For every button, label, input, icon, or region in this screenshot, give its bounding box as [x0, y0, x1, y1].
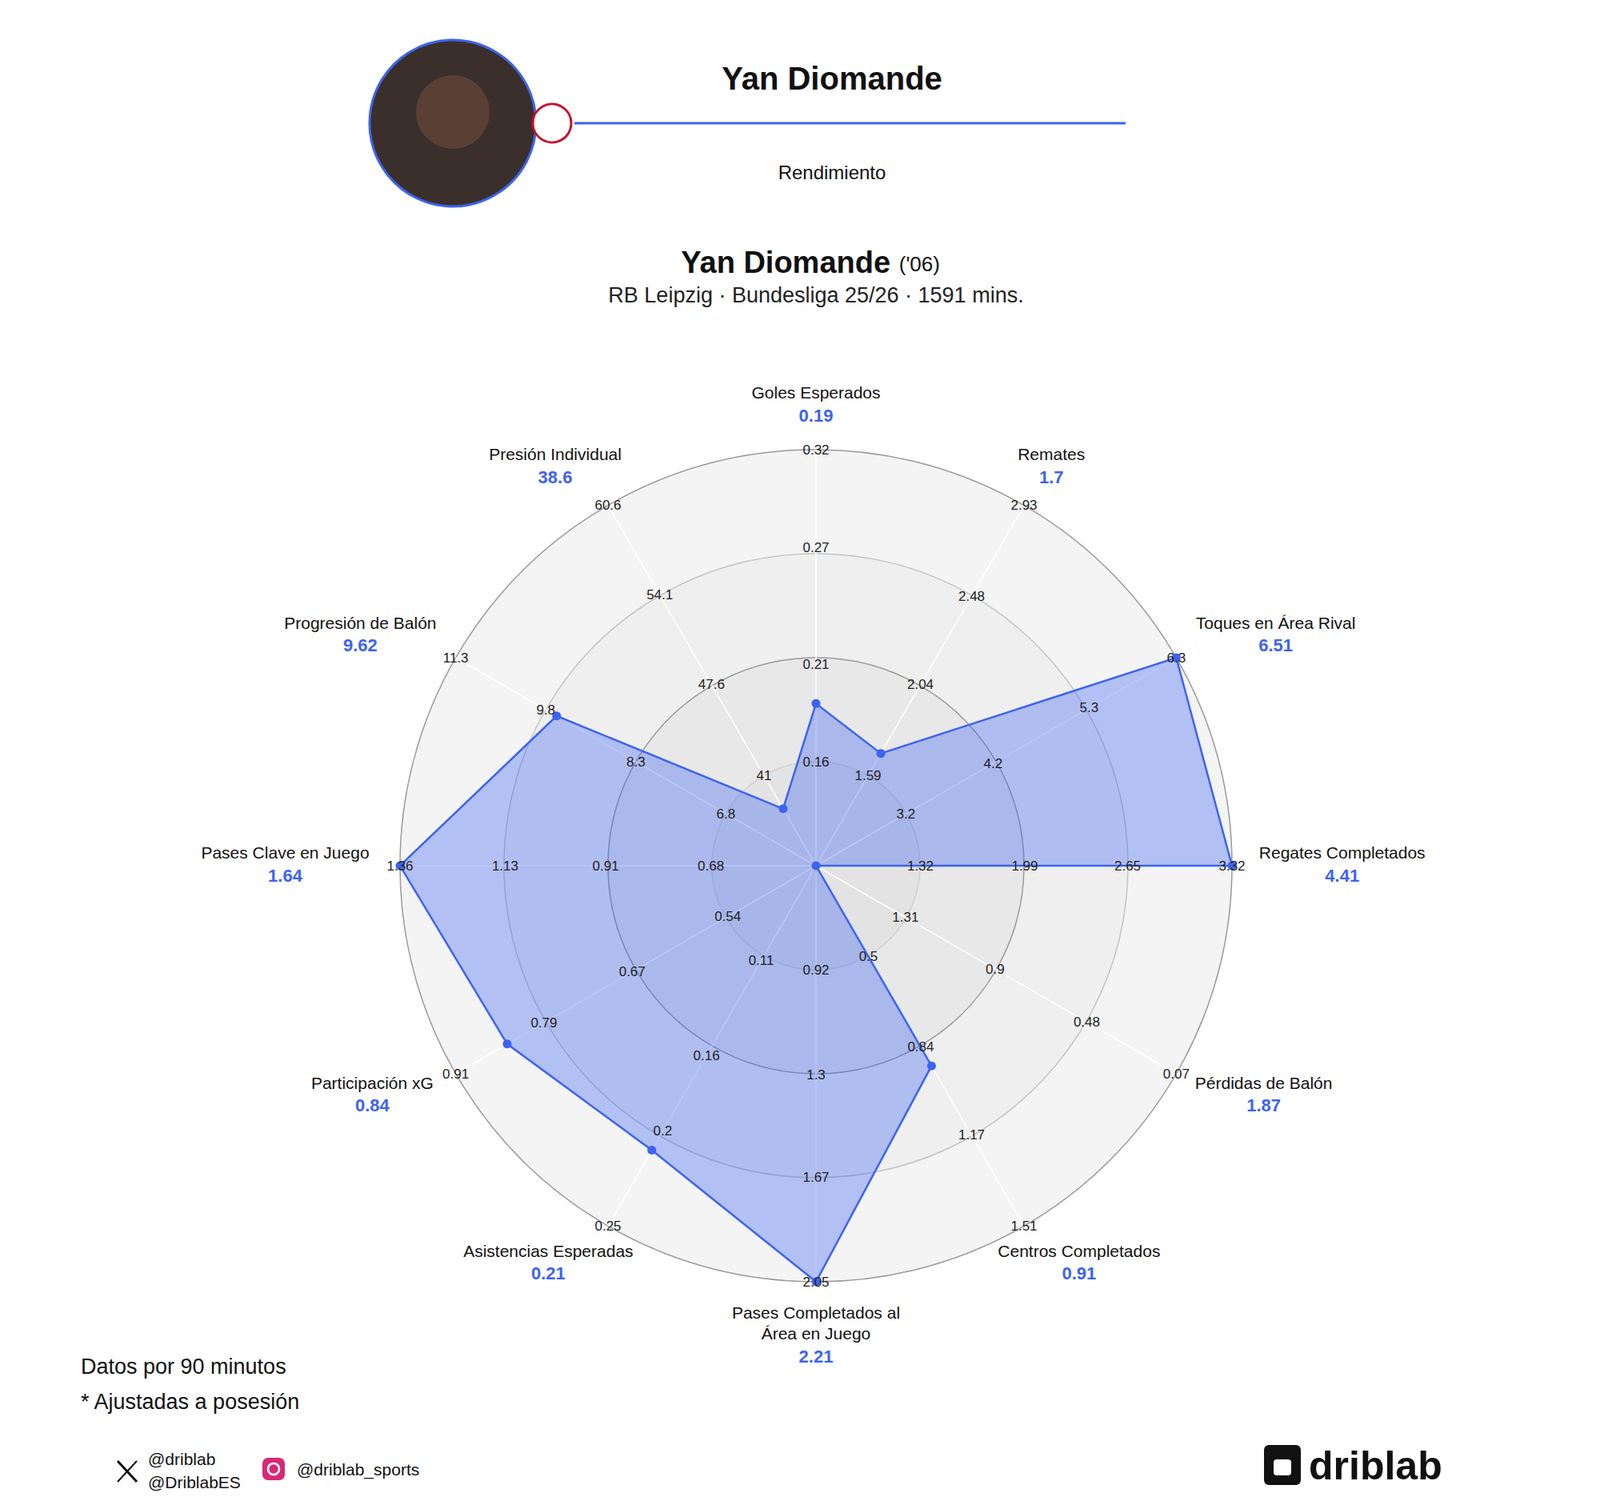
svg-text:1.36: 1.36 [386, 858, 413, 874]
svg-text:0.92: 0.92 [802, 962, 829, 978]
svg-text:1.17: 1.17 [958, 1127, 985, 1143]
svg-text:6.8: 6.8 [716, 806, 736, 822]
svg-text:Yan Diomande: Yan Diomande [680, 245, 891, 280]
svg-text:9.62: 9.62 [343, 635, 378, 656]
svg-text:0.9: 0.9 [985, 961, 1005, 977]
svg-text:0.32: 0.32 [802, 442, 829, 458]
svg-text:60.6: 60.6 [594, 497, 621, 513]
svg-text:('06): ('06) [899, 252, 940, 276]
svg-text:0.07: 0.07 [1163, 1066, 1190, 1082]
svg-text:Área en Juego: Área en Juego [761, 1324, 872, 1343]
svg-text:Rendimiento: Rendimiento [778, 161, 887, 184]
svg-text:0.2: 0.2 [653, 1123, 673, 1139]
svg-text:8.3: 8.3 [626, 754, 646, 770]
svg-text:1.51: 1.51 [1010, 1218, 1037, 1234]
svg-text:0.25: 0.25 [594, 1218, 621, 1234]
svg-text:0.79: 0.79 [530, 1015, 557, 1031]
svg-text:Pases Completados al: Pases Completados al [732, 1303, 900, 1322]
svg-text:1.87: 1.87 [1246, 1095, 1281, 1116]
svg-text:6.51: 6.51 [1258, 635, 1293, 656]
svg-text:Presión Individual: Presión Individual [488, 444, 622, 464]
svg-text:1.7: 1.7 [1039, 467, 1064, 488]
svg-text:1.99: 1.99 [1011, 858, 1038, 874]
svg-text:11.3: 11.3 [443, 650, 469, 666]
svg-text:Regates Completados: Regates Completados [1259, 843, 1426, 862]
svg-text:@driblab: @driblab [148, 1449, 216, 1468]
svg-text:1.67: 1.67 [802, 1169, 829, 1185]
svg-text:2.93: 2.93 [1010, 497, 1037, 513]
svg-text:1.32: 1.32 [907, 858, 934, 874]
svg-text:0.11: 0.11 [748, 952, 775, 968]
svg-text:0.5: 0.5 [859, 948, 879, 964]
svg-text:Toques en Área Rival: Toques en Área Rival [1196, 613, 1356, 632]
svg-text:Yan Diomande: Yan Diomande [721, 60, 943, 96]
svg-text:0.21: 0.21 [802, 656, 829, 672]
svg-text:0.16: 0.16 [693, 1048, 720, 1064]
svg-text:0.91: 0.91 [592, 858, 620, 874]
svg-text:0.21: 0.21 [531, 1263, 566, 1284]
svg-text:Goles Esperados: Goles Esperados [751, 383, 880, 402]
svg-text:1.64: 1.64 [268, 865, 304, 886]
svg-text:3.32: 3.32 [1218, 858, 1245, 874]
svg-text:2.04: 2.04 [907, 676, 934, 692]
svg-text:0.19: 0.19 [799, 405, 834, 426]
svg-text:4.2: 4.2 [984, 756, 1004, 772]
svg-text:4.41: 4.41 [1324, 865, 1360, 886]
svg-text:41: 41 [756, 768, 772, 784]
svg-text:2.65: 2.65 [1114, 858, 1141, 874]
svg-text:9.8: 9.8 [536, 702, 556, 718]
svg-text:0.27: 0.27 [802, 540, 829, 556]
svg-text:2.05: 2.05 [802, 1274, 829, 1290]
svg-text:5.3: 5.3 [1079, 700, 1099, 716]
svg-text:@DriblabES: @DriblabES [148, 1472, 241, 1492]
svg-text:1.3: 1.3 [806, 1067, 826, 1083]
svg-text:0.84: 0.84 [355, 1095, 391, 1116]
svg-text:0.84: 0.84 [907, 1039, 934, 1055]
svg-text:1.31: 1.31 [892, 909, 919, 925]
svg-text:2.21: 2.21 [799, 1346, 834, 1367]
svg-text:Remates: Remates [1017, 444, 1085, 464]
svg-text:3.2: 3.2 [896, 806, 916, 822]
svg-text:0.67: 0.67 [619, 964, 646, 980]
svg-text:Pérdidas de Balón: Pérdidas de Balón [1195, 1073, 1333, 1092]
svg-text:1.13: 1.13 [492, 858, 519, 874]
svg-text:Centros Completados: Centros Completados [997, 1241, 1160, 1260]
svg-text:Asistencias Esperadas: Asistencias Esperadas [463, 1241, 633, 1260]
svg-text:* Ajustadas a posesión: * Ajustadas a posesión [80, 1389, 300, 1414]
svg-text:RB Leipzig · Bundesliga 25/26: RB Leipzig · Bundesliga 25/26 · 1591 min… [608, 283, 1024, 308]
svg-text:0.91: 0.91 [1061, 1263, 1096, 1284]
svg-text:driblab: driblab [1308, 1443, 1443, 1488]
svg-text:Participación xG: Participación xG [311, 1073, 434, 1092]
svg-text:2.48: 2.48 [958, 588, 985, 604]
svg-text:@driblab_sports: @driblab_sports [296, 1460, 420, 1480]
svg-text:6.3: 6.3 [1167, 650, 1187, 666]
svg-text:47.6: 47.6 [698, 676, 725, 692]
svg-text:0.68: 0.68 [697, 858, 724, 874]
svg-text:0.16: 0.16 [802, 754, 829, 770]
svg-text:Progresión de Balón: Progresión de Balón [284, 613, 436, 632]
svg-text:0.54: 0.54 [714, 908, 741, 924]
svg-text:1.59: 1.59 [854, 768, 881, 784]
svg-text:Datos por 90 minutos: Datos por 90 minutos [80, 1354, 287, 1379]
svg-text:Pases Clave en Juego: Pases Clave en Juego [200, 843, 369, 862]
svg-text:38.6: 38.6 [538, 467, 573, 488]
svg-text:54.1: 54.1 [646, 587, 673, 603]
svg-text:0.91: 0.91 [442, 1066, 469, 1082]
svg-text:0.48: 0.48 [1073, 1014, 1100, 1030]
